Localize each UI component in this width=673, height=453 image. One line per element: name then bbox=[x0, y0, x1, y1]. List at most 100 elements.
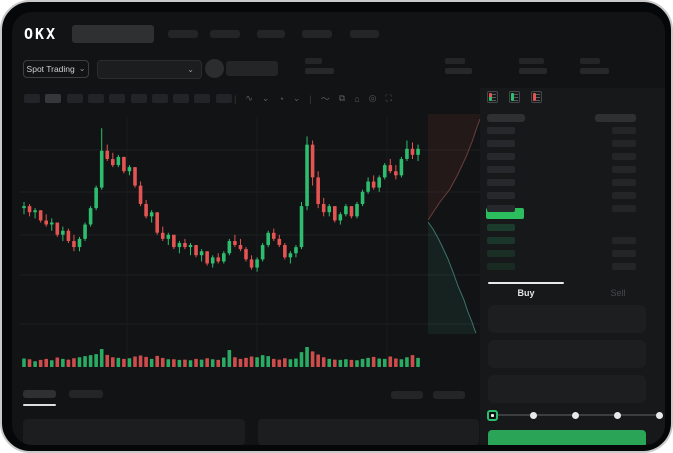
candlestick-chart[interactable] bbox=[20, 107, 482, 379]
slider-stop[interactable] bbox=[572, 412, 579, 419]
candle bbox=[344, 206, 348, 215]
ask-row-price-skeleton[interactable] bbox=[487, 127, 515, 134]
drawing-tool-skeleton[interactable] bbox=[130, 94, 147, 103]
volume-bar bbox=[133, 356, 137, 367]
total-input-skeleton[interactable] bbox=[488, 375, 646, 403]
volume-bar bbox=[138, 355, 143, 367]
ask-row-price-skeleton[interactable] bbox=[487, 205, 515, 212]
slider-stop[interactable] bbox=[530, 412, 538, 419]
ask-row-amount-skeleton[interactable] bbox=[612, 192, 636, 199]
ask-row-price-skeleton[interactable] bbox=[487, 140, 515, 147]
candle bbox=[405, 148, 409, 159]
drawing-tool-skeleton[interactable] bbox=[66, 94, 83, 103]
bid-row-amount-skeleton[interactable] bbox=[612, 263, 636, 270]
ask-row-price-skeleton[interactable] bbox=[487, 153, 515, 160]
ask-row-amount-skeleton[interactable] bbox=[612, 179, 636, 186]
candle bbox=[155, 212, 159, 233]
nav-item-skeleton[interactable] bbox=[350, 30, 379, 38]
nav-item-skeleton[interactable] bbox=[168, 30, 198, 38]
volume-bar bbox=[205, 358, 209, 367]
book-combined-view-icon[interactable] bbox=[487, 91, 498, 103]
drawing-tool-skeleton[interactable] bbox=[194, 94, 211, 103]
line-tool-icon[interactable]: 〜 bbox=[320, 94, 330, 104]
book-bids-view-icon[interactable] bbox=[509, 91, 520, 103]
candle bbox=[310, 144, 315, 178]
nav-item-skeleton[interactable] bbox=[210, 30, 240, 38]
volume-bar bbox=[49, 360, 54, 367]
interval-chevron-icon[interactable]: ⌄ bbox=[292, 93, 301, 103]
slider-stop[interactable] bbox=[613, 412, 621, 419]
candle bbox=[138, 185, 143, 205]
drawing-tool-skeleton[interactable] bbox=[215, 94, 232, 103]
orders-action-skeleton[interactable] bbox=[391, 391, 423, 399]
slider-handle[interactable] bbox=[487, 410, 498, 421]
candle bbox=[271, 232, 276, 239]
candle-style-chevron-icon[interactable]: ⌄ bbox=[261, 93, 270, 103]
ask-row-amount-skeleton[interactable] bbox=[612, 153, 636, 160]
volume-bar bbox=[116, 357, 121, 367]
volume-bar bbox=[405, 357, 409, 367]
volume-bar bbox=[271, 358, 276, 367]
candle bbox=[260, 245, 265, 260]
candle-style-icon[interactable]: ∿ bbox=[245, 93, 253, 103]
settings-icon[interactable]: ◎ bbox=[368, 93, 377, 103]
ask-row-amount-skeleton[interactable] bbox=[612, 127, 636, 134]
candle bbox=[244, 249, 248, 260]
orders-tab-active-skeleton[interactable] bbox=[23, 390, 56, 398]
bid-row-price-skeleton[interactable] bbox=[487, 237, 515, 244]
orders-tab-skeleton[interactable] bbox=[69, 390, 103, 398]
tab-sell[interactable]: Sell bbox=[610, 288, 626, 298]
nav-item-skeleton[interactable] bbox=[257, 30, 285, 38]
slider-stop[interactable] bbox=[655, 412, 663, 419]
candle bbox=[316, 177, 320, 205]
volume-bar bbox=[399, 359, 404, 367]
ask-row-price-skeleton[interactable] bbox=[487, 166, 515, 173]
volume-bar bbox=[327, 358, 332, 367]
last-price-bar[interactable] bbox=[486, 208, 524, 219]
depth-chart[interactable] bbox=[428, 114, 480, 334]
drawing-tool-skeleton[interactable] bbox=[173, 94, 190, 103]
drawing-tool-skeleton[interactable] bbox=[24, 94, 40, 103]
snapshot-icon[interactable]: ⌂ bbox=[354, 93, 360, 104]
drawing-tool-skeleton[interactable] bbox=[109, 94, 126, 103]
ask-row-price-skeleton[interactable] bbox=[487, 192, 515, 199]
candle bbox=[382, 165, 387, 178]
candle bbox=[61, 230, 65, 235]
buy-submit-button[interactable] bbox=[488, 430, 646, 445]
candle bbox=[160, 232, 165, 239]
amount-input-skeleton[interactable] bbox=[488, 340, 646, 368]
market-type-selector[interactable]: Spot Trading ⌄ bbox=[23, 60, 89, 78]
ask-row-amount-skeleton[interactable] bbox=[612, 140, 636, 147]
candle bbox=[55, 222, 60, 235]
orders-action-skeleton[interactable] bbox=[433, 391, 465, 399]
volume-bar bbox=[88, 355, 93, 367]
drawing-tool-skeleton[interactable] bbox=[151, 94, 168, 103]
interval-icon[interactable]: ◔ bbox=[278, 93, 284, 104]
fullscreen-icon[interactable]: ⛶ bbox=[385, 93, 392, 103]
volume-bar bbox=[266, 356, 270, 367]
book-asks-view-icon[interactable] bbox=[531, 91, 542, 103]
volume-bar bbox=[99, 349, 104, 367]
tab-buy[interactable]: Buy bbox=[517, 288, 535, 298]
pair-dropdown[interactable]: ⌄ bbox=[97, 60, 202, 79]
candle bbox=[327, 206, 332, 213]
nav-item-skeleton[interactable] bbox=[302, 30, 332, 38]
volume-bar bbox=[244, 357, 248, 367]
draw-tool-icon[interactable]: ⧉ bbox=[338, 93, 346, 103]
toolbar-divider: | bbox=[309, 93, 312, 104]
candle bbox=[277, 238, 282, 246]
bid-row-amount-skeleton[interactable] bbox=[612, 237, 636, 244]
bid-row-price-skeleton[interactable] bbox=[487, 224, 515, 231]
ask-row-price-skeleton[interactable] bbox=[487, 179, 515, 186]
bid-row-amount-skeleton[interactable] bbox=[612, 250, 636, 257]
volume-bar bbox=[410, 355, 415, 367]
ask-row-amount-skeleton[interactable] bbox=[612, 205, 636, 212]
ask-row-amount-skeleton[interactable] bbox=[612, 166, 636, 173]
price-input-skeleton[interactable] bbox=[488, 305, 646, 333]
drawing-tool-skeleton[interactable] bbox=[45, 94, 62, 103]
bid-row-price-skeleton[interactable] bbox=[487, 263, 515, 270]
candle bbox=[66, 230, 71, 241]
bid-row-price-skeleton[interactable] bbox=[487, 250, 515, 257]
candle bbox=[194, 245, 198, 256]
drawing-tool-skeleton[interactable] bbox=[87, 94, 104, 103]
